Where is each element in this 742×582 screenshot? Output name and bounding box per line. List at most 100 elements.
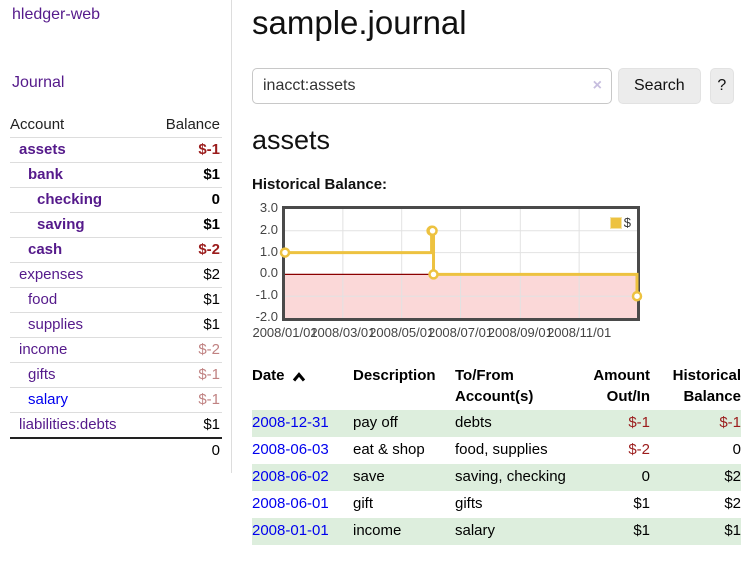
account-balance: $2 — [203, 266, 220, 283]
transaction-amount: 0 — [641, 468, 650, 485]
account-link-income[interactable]: income — [19, 341, 68, 358]
transaction-amount: $-2 — [628, 441, 650, 458]
balance-column-header[interactable]: Historical Balance — [672, 367, 741, 405]
x-axis-tick-label: 2008/05/01 — [369, 325, 435, 340]
balance-column-header: Balance — [165, 116, 220, 133]
description-column-header[interactable]: Description — [353, 367, 436, 384]
transactions-header-row: Date Description To/From Account(s) Amou… — [252, 363, 741, 410]
transaction-date-link[interactable]: 2008-06-03 — [252, 441, 329, 458]
account-link-assets[interactable]: assets — [19, 141, 66, 158]
transaction-date-link[interactable]: 2008-01-01 — [252, 522, 329, 539]
transaction-accounts: gifts — [455, 495, 483, 512]
search-button[interactable]: Search — [618, 68, 701, 104]
sort-ascending-icon — [292, 370, 306, 382]
account-row-saving: saving $1 — [10, 212, 222, 238]
transaction-row: 2008-01-01 income salary $1 $1 — [252, 518, 741, 545]
transactions-table: Date Description To/From Account(s) Amou… — [252, 363, 741, 545]
date-column-header[interactable]: Date — [252, 363, 353, 410]
help-button[interactable]: ? — [709, 68, 734, 104]
transaction-row: 2008-06-01 gift gifts $1 $2 — [252, 491, 741, 518]
account-balance: $1 — [203, 291, 220, 308]
account-balance: 0 — [211, 191, 220, 208]
accounts-table-header: Account Balance — [10, 113, 222, 138]
transaction-row: 2008-12-31 pay off debts $-1 $-1 — [252, 410, 741, 437]
account-row-bank: bank $1 — [10, 162, 222, 188]
account-link-salary[interactable]: salary — [28, 391, 69, 408]
y-axis-tick-label: -1.0 — [255, 287, 278, 303]
x-axis-tick-label: 2008/09/01 — [487, 325, 553, 340]
accounts-column-header[interactable]: To/From Account(s) — [455, 367, 534, 405]
sidebar: hledger-web Journal Account Balance asse… — [0, 0, 232, 473]
accounts-total-row: 0 — [10, 438, 222, 463]
account-row-assets: assets $-1 — [10, 137, 222, 163]
transaction-accounts: debts — [455, 414, 492, 431]
x-axis-tick-label: 2008/07/01 — [427, 325, 494, 340]
y-axis-tick-label: 1.0 — [259, 243, 278, 259]
legend-label: $ — [623, 215, 631, 230]
transaction-balance: $1 — [724, 522, 741, 539]
legend-color-swatch — [609, 216, 622, 229]
account-balance: $-1 — [198, 141, 220, 158]
account-balance: $-1 — [198, 391, 220, 408]
account-link-food[interactable]: food — [28, 291, 58, 308]
chart-title: Historical Balance: — [252, 176, 388, 193]
y-axis-tick-label: 2.0 — [259, 221, 278, 237]
account-link-liabilities-debts[interactable]: liabilities:debts — [19, 416, 117, 433]
historical-balance-chart: $ 3.0 2.0 1.0 0.0 -1.0 -2.0 2008/01/01 2008/03/… — [252, 201, 672, 346]
amount-column-header[interactable]: Amount Out/In — [593, 367, 650, 405]
transaction-amount: $1 — [633, 495, 650, 512]
account-link-checking[interactable]: checking — [37, 191, 103, 208]
page-title: sample.journal — [252, 4, 467, 41]
account-row-cash: cash $-2 — [10, 237, 222, 263]
account-balance: $1 — [203, 316, 220, 333]
transaction-accounts: saving, checking — [455, 468, 566, 485]
transaction-balance: 0 — [732, 441, 741, 458]
account-row-expenses: expenses $2 — [10, 262, 222, 288]
transaction-balance: $2 — [724, 495, 741, 512]
account-row-salary: salary $-1 — [10, 387, 222, 413]
account-row-checking: checking 0 — [10, 187, 222, 213]
y-axis-tick-label: 0.0 — [259, 265, 278, 281]
accounts-total-value: 0 — [211, 442, 220, 459]
account-balance: $1 — [203, 416, 220, 433]
account-link-cash[interactable]: cash — [28, 241, 63, 258]
account-link-expenses[interactable]: expenses — [19, 266, 84, 283]
y-axis-tick-label: 3.0 — [259, 200, 278, 215]
account-link-saving[interactable]: saving — [37, 216, 85, 233]
account-balance: $-2 — [198, 241, 220, 258]
x-axis-tick-label: 2008/11/01 — [547, 325, 612, 340]
account-balance: $1 — [203, 166, 220, 183]
transaction-row: 2008-06-03 eat & shop food, supplies $-2… — [252, 437, 741, 464]
account-column-header: Account — [10, 116, 65, 133]
transaction-description: pay off — [353, 414, 398, 431]
account-link-supplies[interactable]: supplies — [28, 316, 84, 333]
transaction-description: gift — [353, 495, 374, 512]
transaction-accounts: salary — [455, 522, 496, 539]
date-header-label: Date — [252, 367, 285, 384]
transaction-amount: $-1 — [628, 414, 650, 431]
transaction-description: income — [353, 522, 402, 539]
transaction-accounts: food, supplies — [455, 441, 548, 458]
transaction-date-link[interactable]: 2008-06-01 — [252, 495, 329, 512]
main-content: sample.journal × Search ? assets Histori… — [232, 0, 742, 545]
account-row-income: income $-2 — [10, 337, 222, 363]
accounts-table: Account Balance assets $-1 bank $1 check… — [10, 113, 222, 463]
clear-search-icon[interactable]: × — [592, 77, 602, 94]
account-balance: $-1 — [198, 366, 220, 383]
transaction-date-link[interactable]: 2008-06-02 — [252, 468, 329, 485]
search-input[interactable] — [252, 68, 612, 104]
transaction-date-link[interactable]: 2008-12-31 — [252, 414, 329, 431]
account-balance: $1 — [203, 216, 220, 233]
chart-legend: $ — [608, 214, 632, 231]
account-link-bank[interactable]: bank — [28, 166, 64, 183]
transaction-amount: $1 — [633, 522, 650, 539]
account-row-food: food $1 — [10, 287, 222, 313]
x-axis-tick-label: 2008/03/01 — [310, 325, 376, 340]
account-link-gifts[interactable]: gifts — [28, 366, 56, 383]
account-row-gifts: gifts $-1 — [10, 362, 222, 388]
sidebar-item-journal[interactable]: Journal — [12, 74, 65, 91]
chart-canvas — [279, 209, 643, 318]
transaction-row: 2008-06-02 save saving, checking 0 $2 — [252, 464, 741, 491]
account-row-liabilities-debts: liabilities:debts $1 — [10, 412, 222, 439]
app-brand-link[interactable]: hledger-web — [12, 6, 101, 23]
